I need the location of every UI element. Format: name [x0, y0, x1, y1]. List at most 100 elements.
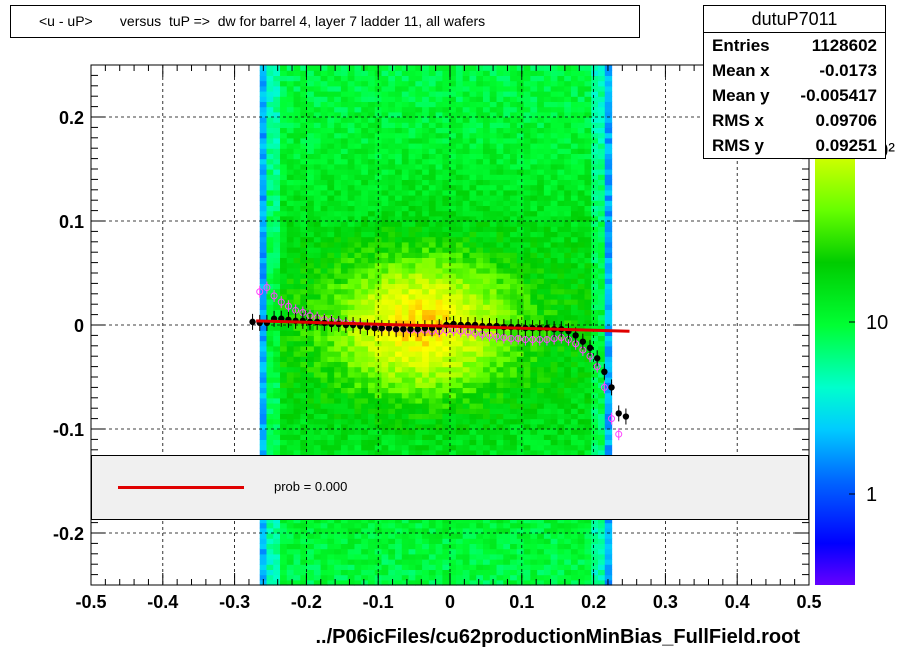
heatmap-cell	[510, 65, 518, 71]
heatmap-cell	[584, 278, 592, 284]
heatmap-cell	[340, 527, 349, 534]
heatmap-cell	[550, 569, 559, 576]
heatmap-cell	[415, 205, 423, 212]
heatmap-cell	[280, 403, 288, 409]
heatmap-cell	[266, 137, 274, 144]
heatmap-cell	[307, 382, 315, 388]
heatmap-cell	[570, 543, 579, 550]
heatmap-cell	[300, 179, 308, 186]
heatmap-cell	[564, 449, 572, 456]
heatmap-cell	[510, 137, 518, 144]
heatmap-cell	[327, 345, 335, 352]
heatmap-cell	[313, 517, 322, 524]
heatmap-cell	[354, 236, 362, 243]
heatmap-cell	[313, 101, 322, 108]
heatmap-cell	[273, 195, 281, 201]
heatmap-cell	[550, 241, 559, 248]
heatmap-cell	[537, 106, 545, 113]
heatmap-cell	[503, 122, 511, 128]
heatmap-cell	[307, 351, 315, 357]
heatmap-cell	[550, 579, 559, 586]
heatmap-cell	[408, 257, 416, 264]
heatmap-cell	[476, 345, 484, 352]
heatmap-cell	[361, 257, 369, 264]
heatmap-cell	[550, 236, 559, 243]
heatmap-cell	[259, 132, 268, 139]
heatmap-cell	[570, 91, 579, 97]
heatmap-cell	[489, 366, 498, 373]
heatmap-cell	[266, 351, 274, 357]
heatmap-cell	[442, 340, 450, 347]
heatmap-cell	[273, 429, 281, 435]
heatmap-cell	[469, 403, 477, 409]
heatmap-cell	[537, 377, 545, 383]
heatmap-cell	[483, 75, 491, 82]
heatmap-cell	[415, 221, 423, 227]
heatmap-cell	[415, 543, 423, 550]
heatmap-cell	[476, 314, 484, 321]
heatmap-cell	[442, 548, 450, 555]
heatmap-cell	[570, 340, 579, 347]
heatmap-cell	[320, 351, 328, 357]
heatmap-cell	[354, 366, 362, 373]
heatmap-cell	[435, 309, 444, 316]
heatmap-cell	[496, 215, 504, 222]
heatmap-cell	[395, 444, 403, 451]
heatmap-cell	[577, 579, 586, 586]
heatmap-cell	[523, 85, 531, 92]
heatmap-cell	[361, 569, 369, 576]
heatmap-cell	[367, 117, 376, 123]
heatmap-cell	[273, 397, 281, 404]
heatmap-cell	[510, 418, 518, 425]
heatmap-cell	[428, 65, 437, 71]
heatmap-cell	[388, 533, 396, 539]
heatmap-cell	[280, 429, 288, 435]
heatmap-cell	[367, 579, 376, 586]
heatmap-cell	[496, 273, 504, 279]
heatmap-cell	[259, 195, 268, 201]
heatmap-cell	[503, 101, 511, 108]
heatmap-cell	[550, 226, 559, 232]
heatmap-cell	[516, 366, 525, 373]
heatmap-cell	[401, 408, 410, 414]
heatmap-cell	[530, 205, 538, 212]
heatmap-cell	[442, 179, 450, 186]
heatmap-cell	[300, 148, 308, 154]
heatmap-cell	[422, 169, 430, 175]
heatmap-cell	[340, 564, 349, 570]
heatmap-cell	[469, 335, 477, 342]
heatmap-cell	[422, 314, 430, 321]
heatmap-cell	[340, 122, 349, 128]
heatmap-cell	[523, 169, 531, 175]
heatmap-cell	[557, 288, 565, 295]
heatmap-cell	[286, 538, 295, 544]
heatmap-cell	[388, 288, 396, 295]
heatmap-cell	[293, 195, 301, 201]
heatmap-cell	[340, 132, 349, 139]
heatmap-cell	[381, 85, 389, 92]
heatmap-cell	[483, 299, 491, 305]
heatmap-cell	[320, 195, 328, 201]
heatmap-cell	[550, 304, 559, 310]
heatmap-cell	[293, 200, 301, 206]
heatmap-cell	[401, 241, 410, 248]
heatmap-cell	[530, 423, 538, 430]
heatmap-cell	[449, 101, 457, 108]
heatmap-cell	[489, 538, 498, 544]
heatmap-cell	[320, 143, 328, 149]
heatmap-cell	[354, 96, 362, 102]
heatmap-cell	[530, 267, 538, 274]
heatmap-cell	[435, 429, 444, 435]
heatmap-cell	[455, 257, 464, 264]
heatmap-cell	[286, 75, 295, 82]
heatmap-cell	[415, 434, 423, 440]
heatmap-cell	[469, 538, 477, 544]
heatmap-cell	[449, 252, 457, 258]
heatmap-cell	[455, 299, 464, 305]
heatmap-cell	[415, 366, 423, 373]
heatmap-cell	[455, 80, 464, 87]
heatmap-cell	[462, 111, 471, 118]
heatmap-cell	[591, 273, 599, 279]
heatmap-cell	[442, 403, 450, 409]
heatmap-cell	[367, 122, 376, 128]
